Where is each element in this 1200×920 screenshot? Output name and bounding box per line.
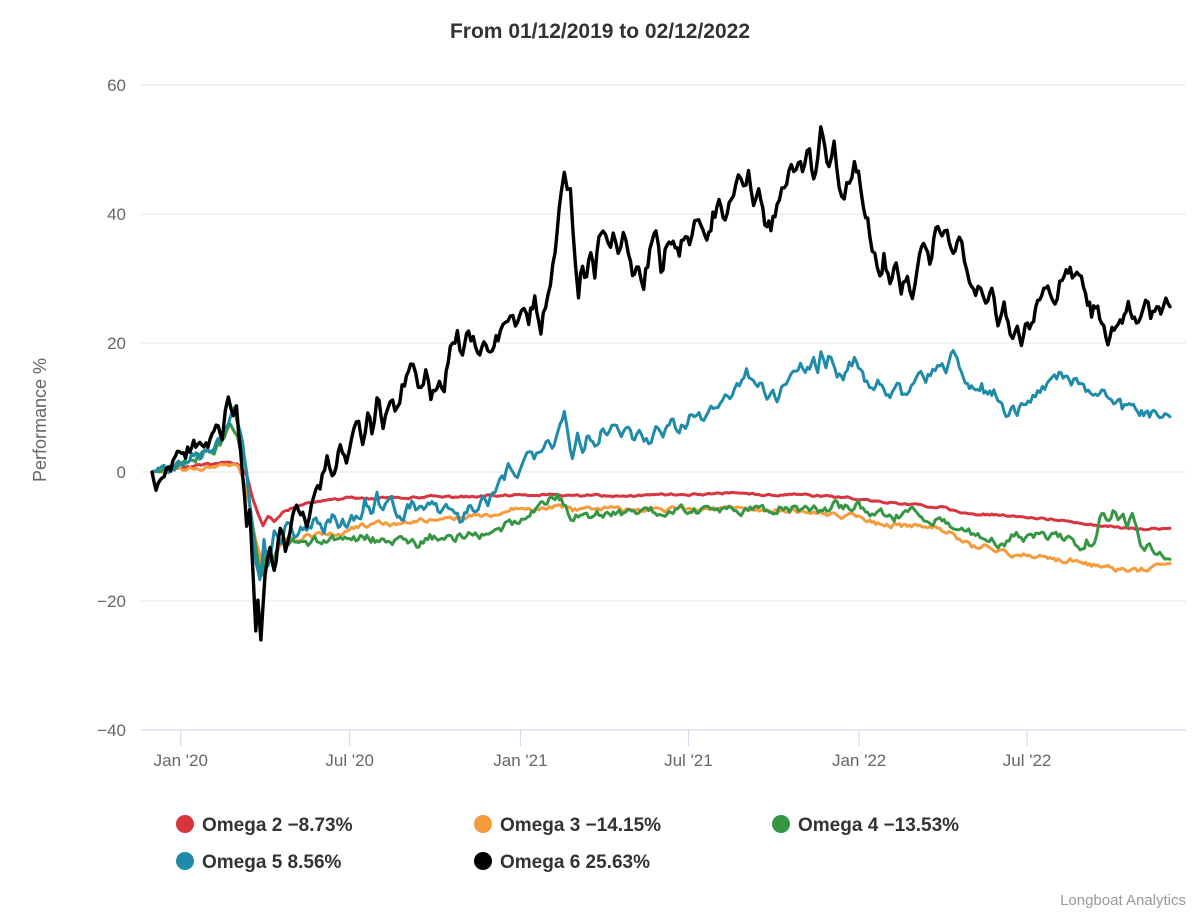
y-axis-label: 20	[107, 334, 126, 353]
x-axis: Jan '20 Jul '20 Jan '21 Jul '21 Jan '22 Jul '…	[141, 729, 1186, 770]
legend-marker	[474, 815, 492, 833]
legend-item-omega-2[interactable]: Omega 2 −8.73%	[176, 815, 353, 836]
legend-item-omega-5[interactable]: Omega 5 8.56%	[176, 852, 342, 873]
legend-marker	[474, 852, 492, 870]
series-line-omega-4[interactable]	[150, 422, 1172, 577]
legend-label: Omega 5 8.56%	[202, 852, 342, 873]
x-axis-label: Jul '20	[325, 751, 374, 770]
legend-item-omega-4[interactable]: Omega 4 −13.53%	[772, 815, 959, 836]
x-axis-label: Jul '22	[1003, 751, 1052, 770]
y-axis-label: −20	[97, 592, 126, 611]
series-line-omega-2[interactable]	[150, 460, 1172, 532]
y-axis-label: 40	[107, 205, 126, 224]
series-line-omega-6[interactable]	[150, 125, 1172, 642]
legend-marker	[772, 815, 790, 833]
x-axis-label: Jan '22	[832, 751, 886, 770]
legend-label: Omega 6 25.63%	[500, 852, 650, 873]
legend-marker	[176, 815, 194, 833]
x-axis-label: Jul '21	[664, 751, 713, 770]
y-axis-label: −40	[97, 721, 126, 740]
legend-item-omega-6[interactable]: Omega 6 25.63%	[474, 852, 650, 873]
x-axis-label: Jan '21	[493, 751, 547, 770]
chart-legend: Omega 2 −8.73% Omega 3 −14.15% Omega 4 −13…	[176, 815, 959, 873]
credits-link[interactable]: Longboat Analytics	[1060, 892, 1186, 909]
legend-label: Omega 4 −13.53%	[798, 815, 959, 836]
series-lines	[150, 125, 1172, 642]
gridlines: 60 40 20 0 −20 −40	[97, 76, 1186, 740]
series-line-omega-5[interactable]	[150, 349, 1172, 582]
chart-title: From 01/12/2019 to 02/12/2022	[450, 20, 750, 43]
y-axis-label: 0	[117, 463, 126, 482]
y-axis-label: 60	[107, 76, 126, 95]
y-axis-title: Performance %	[30, 358, 50, 482]
x-axis-label: Jan '20	[154, 751, 208, 770]
legend-item-omega-3[interactable]: Omega 3 −14.15%	[474, 815, 661, 836]
legend-marker	[176, 852, 194, 870]
legend-label: Omega 3 −14.15%	[500, 815, 661, 836]
legend-label: Omega 2 −8.73%	[202, 815, 353, 836]
